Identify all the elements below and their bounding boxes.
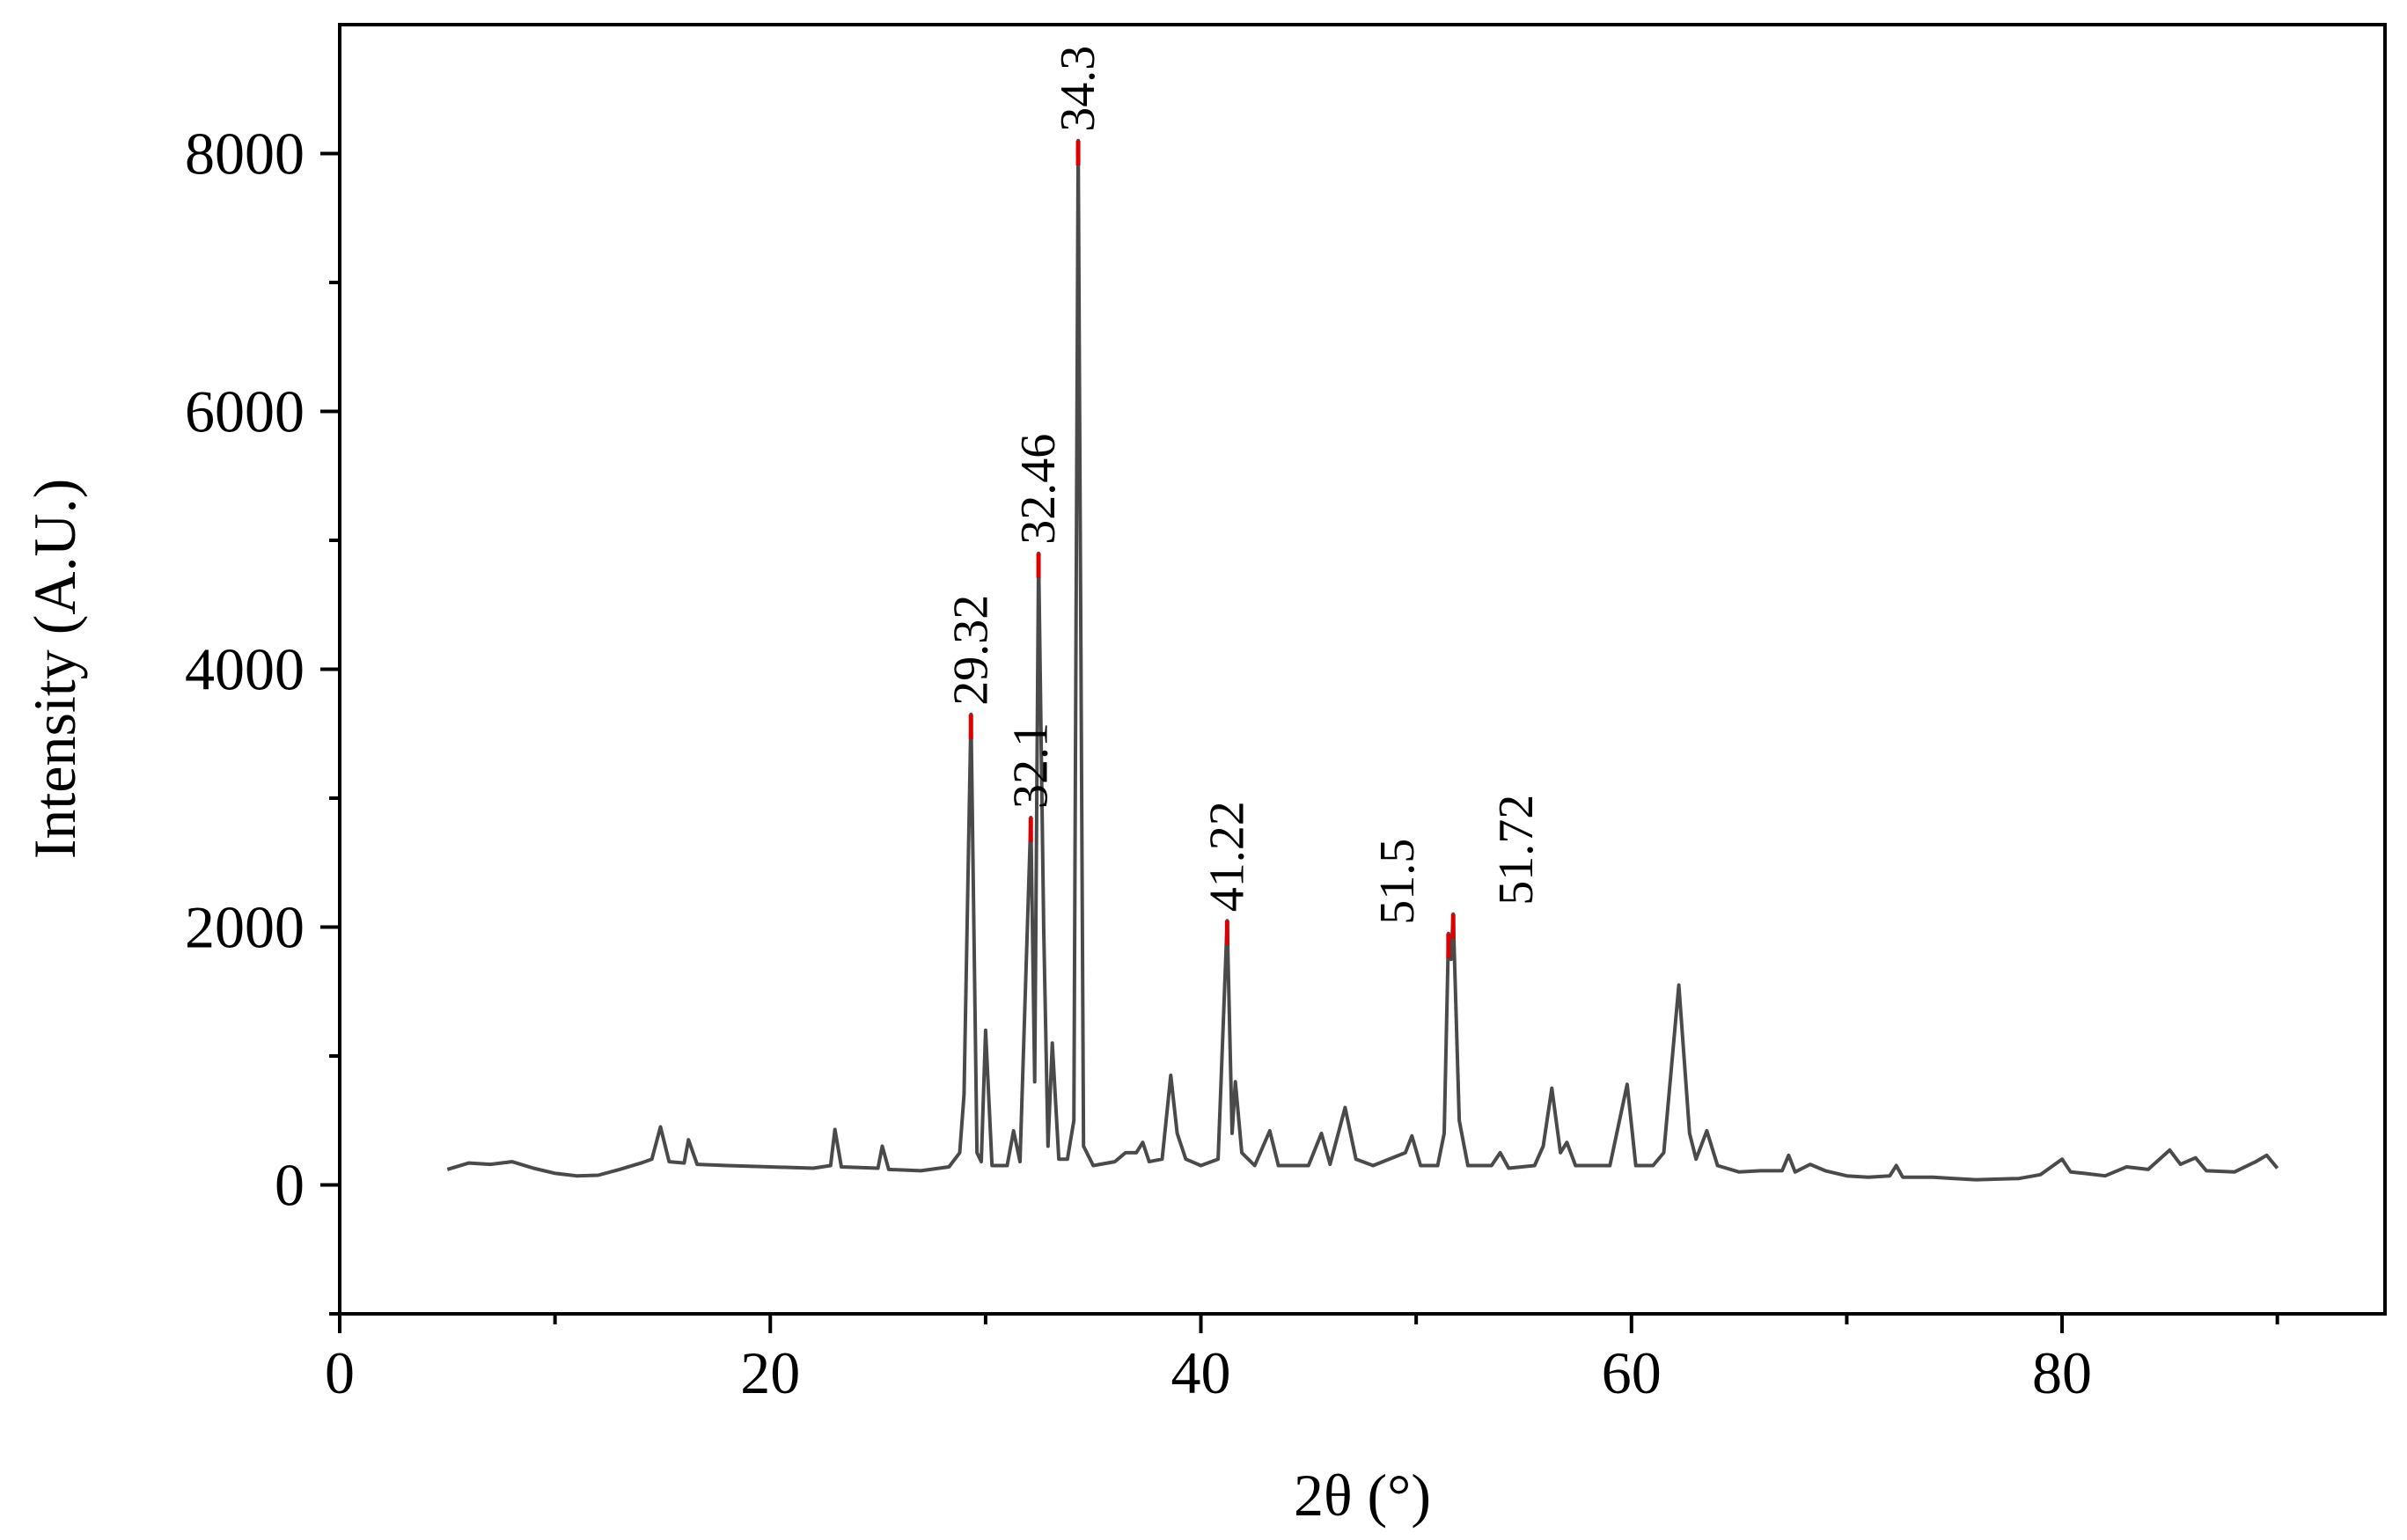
peak-label: 51.5 [1370,839,1425,925]
x-tick-label: 80 [2032,1339,2092,1406]
x-axis-label: 2θ (°) [1294,1462,1431,1529]
peak-label: 51.72 [1489,795,1544,906]
peak-label: 41.22 [1200,801,1254,912]
y-tick-label: 4000 [185,636,305,703]
peak-label: 34.3 [1051,46,1105,132]
y-tick-label: 8000 [185,121,305,187]
y-tick-label: 0 [275,1152,305,1219]
peak-markers [968,140,1456,958]
x-tick-label: 60 [1602,1339,1662,1406]
series-line [446,138,2279,1182]
x-axis-ticks: 0 20 40 60 80 [325,1314,2279,1406]
peak-label: 32.46 [1011,434,1066,545]
x-tick-label: 20 [740,1339,800,1406]
plot-frame [338,23,2387,1316]
y-tick-label: 2000 [185,894,305,961]
y-axis-label: Intensity (A.U.) [21,479,88,859]
y-axis-ticks: 0 2000 4000 6000 8000 [185,121,340,1316]
x-tick-label: 0 [325,1339,355,1406]
peak-label: 32.1 [1003,722,1058,809]
peak-label: 29.32 [943,595,998,706]
x-tick-label: 40 [1171,1339,1231,1406]
y-tick-label: 6000 [185,378,305,445]
